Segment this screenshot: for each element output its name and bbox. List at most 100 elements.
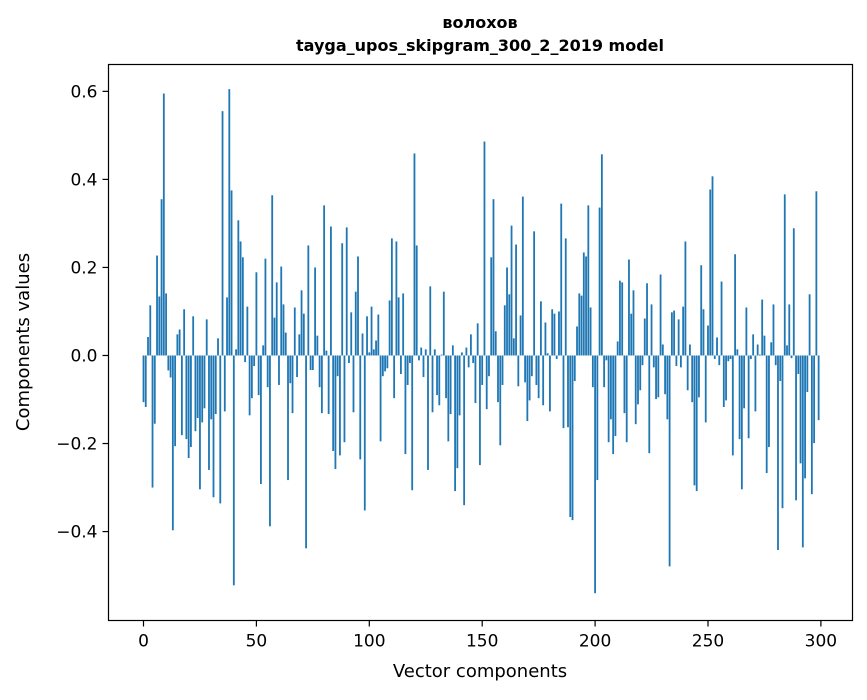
bar-component-86 — [336, 355, 339, 377]
bar-component-7 — [158, 296, 161, 356]
bar-component-247 — [700, 265, 703, 356]
bar-component-71 — [302, 313, 305, 356]
bar-component-181 — [551, 309, 554, 356]
bar-component-207 — [609, 355, 612, 420]
bar-component-179 — [546, 353, 549, 356]
bar-component-27 — [203, 355, 206, 409]
bar-component-277 — [768, 355, 770, 448]
bar-component-296 — [810, 355, 813, 495]
bar-component-125 — [424, 349, 427, 356]
bar-component-208 — [612, 355, 615, 455]
bar-component-294 — [806, 355, 809, 393]
bar-component-98 — [363, 355, 366, 511]
bar-component-85 — [334, 355, 337, 470]
bar-component-186 — [562, 355, 565, 429]
bar-component-170 — [526, 355, 529, 422]
bar-component-230 — [661, 344, 664, 356]
bar-component-142 — [463, 355, 466, 506]
bar-component-4 — [151, 355, 154, 488]
bar-component-285 — [786, 345, 788, 356]
bar-component-91 — [348, 355, 350, 363]
bars-group — [142, 89, 820, 594]
y-axis-label: Components values — [13, 253, 34, 431]
bar-component-6 — [156, 255, 158, 356]
bar-component-185 — [560, 203, 563, 356]
bar-component-48 — [250, 355, 253, 399]
bar-component-72 — [305, 355, 307, 549]
bar-component-169 — [524, 355, 526, 383]
bar-component-55 — [266, 355, 269, 388]
bar-component-215 — [628, 259, 630, 356]
chart-title-line-1: волохов — [442, 13, 517, 32]
bar-component-184 — [558, 311, 560, 356]
bar-component-5 — [153, 355, 156, 424]
bar-component-66 — [291, 355, 294, 414]
bar-component-3 — [149, 305, 152, 356]
bar-component-289 — [795, 355, 797, 501]
bar-component-225 — [650, 304, 653, 356]
bar-component-260 — [729, 355, 732, 360]
bar-component-137 — [451, 345, 454, 356]
bar-component-229 — [659, 274, 662, 356]
bar-component-26 — [201, 355, 204, 423]
bar-component-101 — [370, 306, 373, 356]
bar-component-12 — [169, 355, 172, 378]
bar-component-167 — [519, 315, 522, 356]
bar-component-258 — [725, 355, 727, 401]
bar-component-112 — [395, 241, 398, 356]
bar-component-144 — [467, 355, 470, 368]
bar-component-21 — [190, 355, 192, 448]
bar-component-273 — [759, 354, 761, 356]
bar-component-77 — [316, 335, 319, 356]
bar-component-133 — [442, 291, 445, 356]
bar-component-37 — [226, 297, 228, 356]
bar-component-290 — [797, 355, 800, 374]
bar-component-242 — [689, 344, 691, 356]
bar-component-58 — [273, 317, 276, 356]
bar-component-149 — [479, 355, 481, 466]
bar-component-195 — [582, 252, 585, 356]
bar-component-78 — [318, 355, 321, 388]
bar-component-46 — [246, 306, 249, 356]
bar-component-120 — [413, 153, 416, 356]
bar-component-123 — [420, 347, 423, 356]
bar-component-105 — [379, 355, 382, 442]
bar-component-56 — [269, 355, 271, 527]
bar-component-233 — [668, 355, 671, 567]
bar-component-68 — [296, 355, 298, 378]
bar-component-219 — [637, 355, 639, 405]
x-axis-label: Vector components — [393, 661, 567, 682]
bar-component-154 — [490, 257, 493, 356]
bar-component-211 — [619, 280, 621, 356]
bar-component-97 — [361, 333, 364, 356]
bar-component-29 — [208, 355, 210, 470]
bar-component-190 — [571, 355, 574, 521]
bar-component-182 — [553, 313, 556, 356]
bar-component-234 — [670, 312, 673, 356]
bar-component-280 — [774, 355, 777, 366]
bar-component-173 — [533, 231, 536, 356]
bar-component-171 — [528, 355, 531, 401]
bar-component-54 — [264, 258, 267, 356]
bar-component-263 — [736, 349, 739, 356]
bar-component-132 — [440, 354, 443, 356]
bar-component-74 — [309, 355, 312, 371]
bar-component-268 — [747, 355, 750, 439]
bar-component-0 — [142, 355, 145, 403]
bar-component-106 — [381, 355, 384, 377]
bar-component-127 — [429, 286, 432, 356]
bar-component-262 — [734, 254, 736, 356]
bar-component-239 — [682, 306, 685, 356]
bar-component-124 — [422, 355, 425, 378]
bar-component-117 — [406, 355, 409, 385]
bar-component-288 — [792, 228, 795, 356]
bar-component-160 — [503, 305, 506, 356]
bar-component-281 — [777, 355, 779, 551]
bar-component-147 — [474, 355, 477, 404]
bar-component-39 — [230, 190, 233, 356]
y-axis: −0.4 −0.2 0.0 0.2 0.4 0.6 — [56, 82, 109, 543]
y-tick-label: −0.2 — [56, 435, 97, 455]
bar-component-279 — [772, 304, 775, 356]
bar-component-47 — [248, 355, 251, 416]
bar-component-122 — [418, 355, 420, 361]
